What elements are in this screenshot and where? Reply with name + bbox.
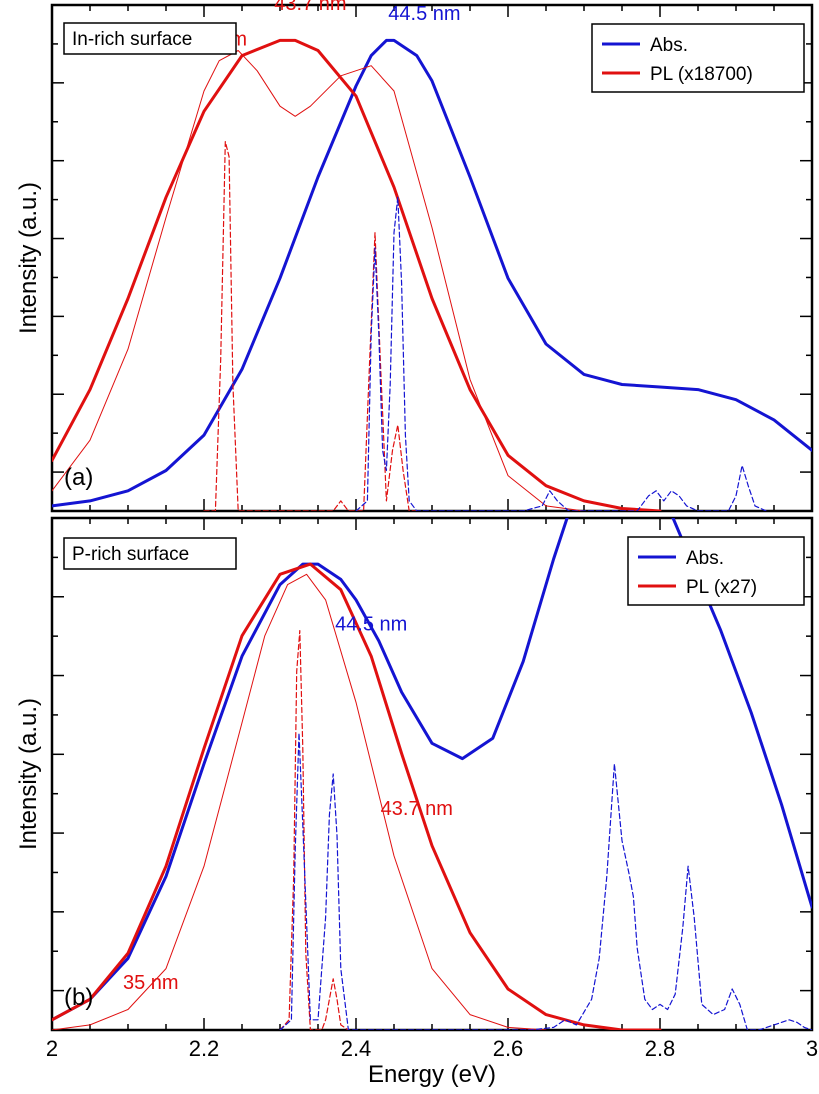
x-tick-label: 2.8 [645,1036,676,1061]
annotation-b-1: 43.7 nm [381,798,453,820]
legend-a-abs-label: Abs. [650,35,688,56]
series-line-a-0 [52,38,812,508]
panel-b-surface-box: P-rich surface [63,537,237,570]
x-tick-labels: 2 2.2 2.4 2.6 2.8 3 [46,1036,818,1061]
annotation-a-2: 44.5 nm [388,3,460,25]
x-axis-label: Energy (eV) [368,1061,496,1088]
panel-a-ticks [51,5,813,511]
panel-b-label: (b) [64,984,93,1011]
panel-b-annotations: 44.5 nm 43.7 nm 35 nm [123,614,453,994]
panel-a-legend: Abs. PL (x18700) [591,23,805,93]
legend-a-pl-label: PL (x18700) [650,64,753,85]
panel-b: 44.5 nm 43.7 nm 35 nm P-rich surface Abs. … [15,516,818,1088]
annotation-b-0: 44.5 nm [335,614,407,636]
series-line-a-4 [355,196,767,511]
legend-b-abs-label: Abs. [686,548,724,569]
annotation-a-1: 43.7 nm [274,0,346,15]
series-line-a-3 [203,141,418,511]
panel-b-legend: Abs. PL (x27) [627,536,805,606]
legend-b-pl-label: PL (x27) [686,577,757,598]
panel-b-ylabel: Intensity (a.u.) [15,698,42,850]
panel-a-label: (a) [64,464,93,491]
x-tick-label: 2.2 [189,1036,220,1061]
series-line-a-2 [52,50,585,511]
panel-b-surface-label: P-rich surface [72,544,189,565]
x-tick-label: 3 [806,1036,818,1061]
series-line-b-0 [52,518,812,1022]
panel-b-ticks [51,518,813,1030]
x-tick-label: 2 [46,1036,58,1061]
panel-a-surface-box: In-rich surface [63,22,237,55]
series-line-b-1 [52,562,662,1030]
series-line-a-1 [52,38,662,511]
panel-a-surface-label: In-rich surface [72,29,192,50]
series-line-b-2 [52,573,547,1030]
x-tick-label: 2.6 [493,1036,524,1061]
series-line-b-3 [279,630,349,1030]
x-tick-label: 2.4 [341,1036,372,1061]
series-line-b-4 [279,732,812,1030]
panel-b-series [52,518,812,1030]
panel-a-ylabel: Intensity (a.u.) [15,182,42,334]
panel-a-series [52,38,812,511]
annotation-b-2: 35 nm [123,972,179,994]
